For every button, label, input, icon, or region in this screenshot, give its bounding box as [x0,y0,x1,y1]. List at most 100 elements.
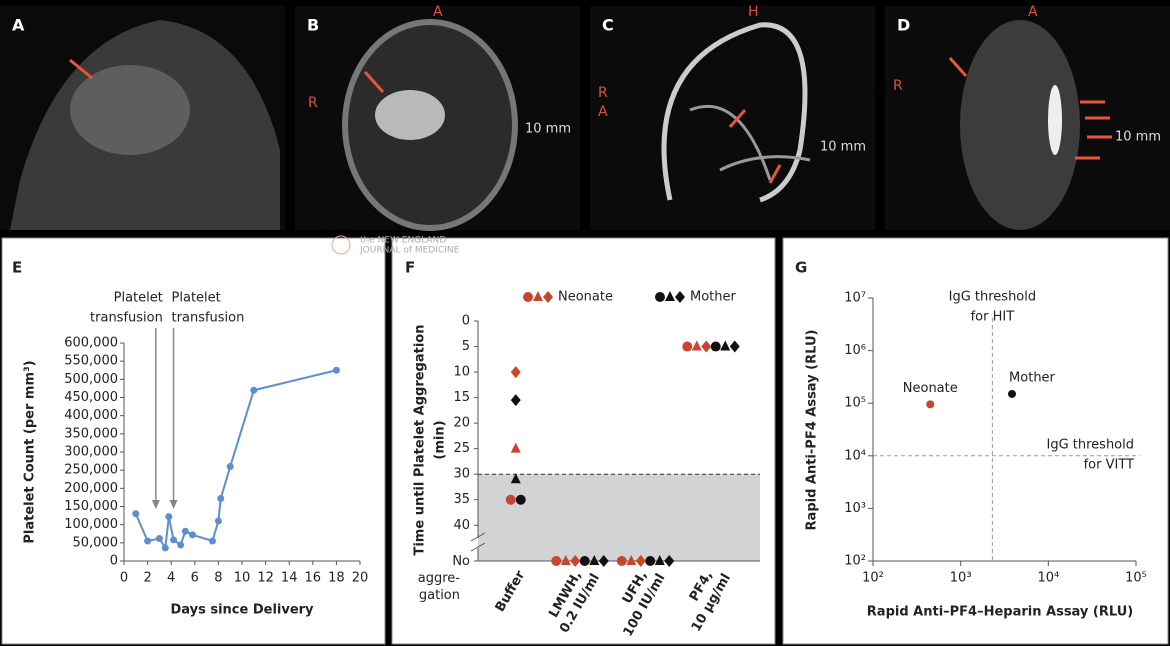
x-tick-label: 14 [281,571,298,586]
y-tick-label: 0 [110,554,118,569]
legend-label: Mother [690,290,737,305]
y-tick-label: 500,000 [64,372,118,387]
y-tick-label: 600,000 [64,336,118,351]
marker [570,555,581,567]
annotation: transfusion [172,311,245,326]
y-tick-label: 0 [462,314,470,329]
orientation-label: A [598,104,608,120]
y-tick-label: 150,000 [64,499,118,514]
marker [579,556,590,566]
legend-marker [523,292,533,302]
arrowhead [169,500,178,509]
orientation-label: A [433,4,443,20]
marker [560,555,571,565]
marker [720,340,731,351]
point [209,537,216,545]
point [926,400,935,409]
scale-label: 10 mm [525,122,571,137]
panel-g [782,237,1169,645]
panel-letter: G [795,259,807,277]
point [181,527,189,535]
y-tick-label: 250,000 [64,463,118,478]
legend-marker [543,291,553,303]
orientation-label: R [893,78,903,94]
panel-letter: F [405,259,415,277]
point [155,534,163,542]
marker [654,555,665,565]
legend-marker [533,291,543,301]
y-axis-label: Platelet Count (per mm³) [23,360,38,543]
x-tick-label: 10⁴ [1037,571,1059,586]
x-tick-label: 4 [167,571,175,586]
y-tick-label: No aggre-gation [418,554,470,603]
y-tick-label: 450,000 [64,390,118,405]
y-tick-label: 200,000 [64,481,118,496]
marker [616,556,627,566]
y-tick-label: 15 [453,390,470,405]
marker [510,442,521,453]
legend-marker [655,292,665,302]
y-tick-label: 35 [453,492,470,507]
panel-letter: B [307,16,319,35]
point [144,537,152,545]
panel-e [1,237,386,645]
panel-f [391,237,776,645]
threshold-label: for VITT [1084,457,1134,472]
y-axis-label: Time until Platelet Aggregation [413,324,428,555]
marker [710,341,721,352]
panel-letter: D [897,16,910,35]
y-tick-label: 5 [462,339,470,354]
point [161,544,169,552]
marker [510,394,521,407]
marker [664,555,675,567]
point-label: Neonate [903,381,958,396]
annotation: transfusion [90,311,163,326]
y-tick-label: 100,000 [64,517,118,532]
panel-letter: C [602,16,614,35]
marker [701,340,712,353]
shaded-area [478,474,760,561]
y-tick-label: 10⁷ [844,291,866,306]
x-tick-label: 20 [352,571,369,586]
point [214,517,222,525]
y-tick-label: 350,000 [64,426,118,441]
y-tick-label: 30 [453,467,470,482]
axis-break [470,532,486,552]
point-label: Mother [1009,370,1056,385]
x-tick-label: 12 [257,571,274,586]
marker [505,494,516,505]
scale-label: 10 mm [1115,130,1161,145]
threshold-label: for HIT [971,310,1015,325]
point [332,366,340,374]
point [170,536,178,544]
y-axis-label: (min) [433,420,448,459]
legend-marker [665,291,675,301]
y-tick-label: 10⁴ [844,448,866,463]
annotation: Platelet [172,291,221,306]
marker [729,340,740,353]
marker [598,555,609,567]
x-tick-label: 16 [305,571,322,586]
image-row [0,6,1170,231]
point [226,463,234,471]
y-tick-label: 550,000 [64,354,118,369]
vessels [661,22,808,203]
arrows [69,57,1112,184]
marker [510,366,521,379]
x-tick-label: 18 [328,571,345,586]
point [188,531,196,539]
marker [682,341,693,352]
point [165,513,173,521]
logo [331,235,351,255]
point [177,541,185,549]
orientation-label: H [748,4,759,20]
point [217,495,225,503]
panel-letter: A [12,16,25,35]
y-axis-label: Rapid Anti-PF4 Assay (RLU) [805,330,820,531]
y-tick-label: 10 [453,365,470,380]
y-tick-label: 300,000 [64,445,118,460]
x-tick-label: 10⁵ [1125,571,1147,586]
x-tick-label: 8 [214,571,222,586]
y-tick-label: 10⁵ [844,396,866,411]
